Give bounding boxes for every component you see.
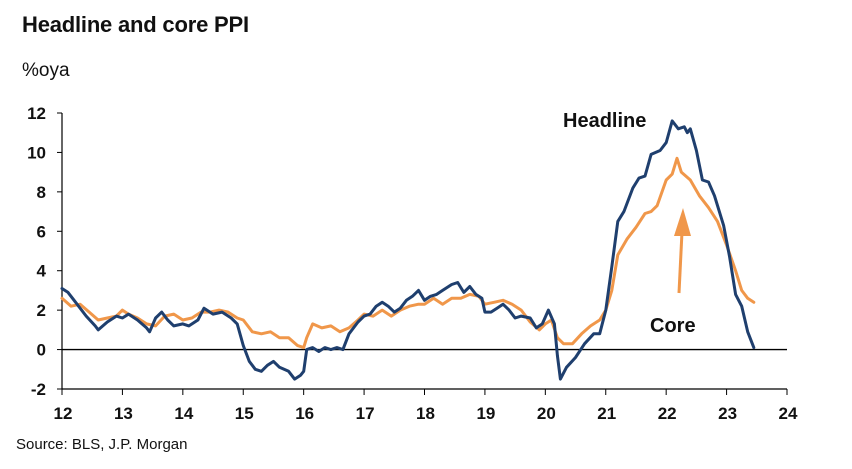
annotation-core: Core <box>650 315 696 337</box>
y-tick-label: 12 <box>27 104 46 123</box>
annotation-arrow-head <box>674 208 691 236</box>
source-note: Source: BLS, J.P. Morgan <box>16 436 188 453</box>
series-line-core <box>60 156 756 350</box>
y-tick-label: -2 <box>31 380 46 399</box>
x-tick-label: 13 <box>114 404 133 423</box>
y-tick-label: 6 <box>37 222 46 241</box>
x-tick-label: 20 <box>537 404 556 423</box>
chart-title: Headline and core PPI <box>22 12 249 37</box>
x-tick-label: 14 <box>174 404 193 423</box>
x-tick-label: 22 <box>658 404 677 423</box>
x-tick-label: 15 <box>235 404 254 423</box>
x-tick-label: 23 <box>718 404 737 423</box>
y-tick-label: 2 <box>37 301 46 320</box>
y-tick-label: 4 <box>37 262 47 281</box>
x-tick-label: 18 <box>416 404 435 423</box>
y-tick-label: 8 <box>37 183 46 202</box>
x-tick-label: 24 <box>779 404 798 423</box>
x-tick-label: 16 <box>295 404 314 423</box>
annotations: Headline Core <box>563 110 696 337</box>
y-unit-label: %oya <box>22 60 70 81</box>
annotation-headline: Headline <box>563 110 646 132</box>
series-lines <box>60 119 756 381</box>
y-tick-label: 0 <box>37 341 46 360</box>
x-tick-label: 17 <box>356 404 375 423</box>
series-line-headline <box>60 119 756 381</box>
y-tick-label: 10 <box>27 143 46 162</box>
x-tick-label: 12 <box>54 404 73 423</box>
x-tick-label: 21 <box>597 404 616 423</box>
annotation-arrow-shaft <box>677 231 684 294</box>
x-tick-label: 19 <box>476 404 495 423</box>
